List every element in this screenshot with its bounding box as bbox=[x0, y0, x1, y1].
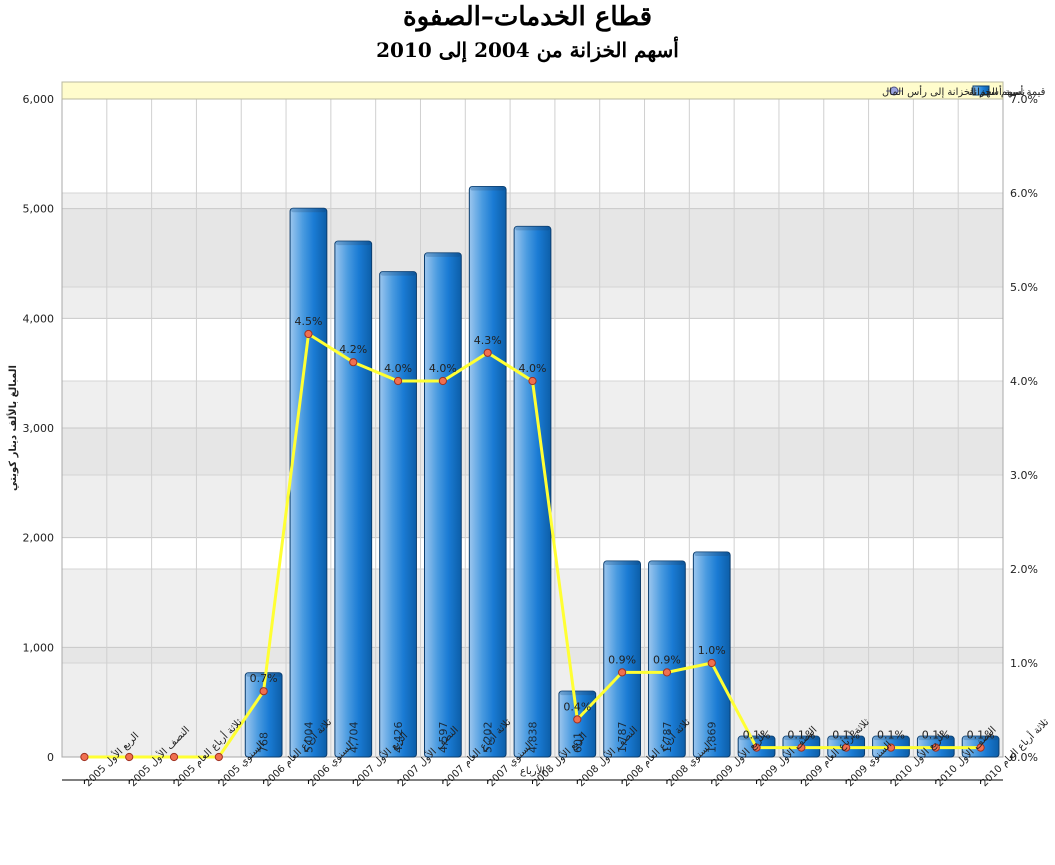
line-point bbox=[573, 715, 582, 724]
bar-value-label: 1,787 bbox=[661, 722, 674, 754]
bar-top bbox=[918, 736, 954, 741]
y-axis-title: المبالغ بالألف دينار كويتي bbox=[6, 365, 19, 491]
line-point bbox=[80, 752, 89, 762]
bar-top bbox=[380, 271, 416, 276]
line-value-label: 0.1% bbox=[922, 729, 950, 742]
y2-tick-label: 2.0% bbox=[1010, 563, 1038, 576]
line-point bbox=[214, 752, 223, 762]
bar-top bbox=[335, 241, 371, 246]
bar bbox=[379, 271, 417, 758]
line-point bbox=[976, 743, 985, 752]
line-point bbox=[483, 348, 492, 357]
bar-top bbox=[515, 226, 550, 231]
y2-tick-label: 6.0% bbox=[1010, 187, 1038, 200]
bar bbox=[513, 225, 552, 758]
bar-value-label: 1,787 bbox=[616, 722, 629, 754]
legend-swatch-bars bbox=[972, 85, 990, 96]
y-tick-label: 0 bbox=[47, 751, 54, 764]
chart-title: قطاع الخدمات–الصفوة bbox=[402, 2, 653, 32]
bar-top bbox=[739, 736, 774, 741]
line-point bbox=[304, 329, 313, 339]
line-point bbox=[886, 743, 896, 752]
line-point bbox=[842, 743, 851, 752]
line-point bbox=[662, 668, 672, 677]
bar-top bbox=[783, 736, 819, 741]
line-point bbox=[707, 658, 716, 668]
y2-tick-label: 4.0% bbox=[1010, 375, 1038, 388]
line-point bbox=[797, 743, 806, 752]
line-point bbox=[931, 743, 940, 752]
y-tick-label: 1,000 bbox=[23, 641, 55, 654]
bar bbox=[334, 240, 373, 758]
legend-label-line: نسبة أسهم الخزانة إلى رأس المال bbox=[882, 85, 1025, 98]
line-value-label: 4.2% bbox=[339, 343, 367, 356]
line-value-label: 0.4% bbox=[563, 700, 591, 713]
x-axis-title: الأرباع bbox=[520, 764, 545, 777]
legend-strip bbox=[61, 81, 1004, 100]
bar-value-label: 5,004 bbox=[302, 722, 315, 754]
line-value-label: 0.1% bbox=[832, 729, 860, 742]
bar-top bbox=[470, 186, 506, 191]
bar-value-label: 4,597 bbox=[437, 722, 450, 754]
line-value-label: 0.1% bbox=[787, 729, 815, 742]
y-tick-label: 4,000 bbox=[23, 312, 55, 325]
bar-top bbox=[873, 736, 909, 741]
bar-top bbox=[425, 252, 461, 257]
line-value-label: 4.0% bbox=[429, 362, 457, 375]
line-value-label: 4.0% bbox=[519, 362, 547, 375]
bar-value-label: 601 bbox=[571, 732, 584, 753]
bar-top bbox=[963, 736, 998, 741]
legend-swatch-marker bbox=[889, 86, 899, 96]
line-value-label: 0.9% bbox=[608, 653, 636, 666]
legend-label-bars: قيمة أسهم الخزانة bbox=[969, 85, 1046, 98]
line-value-label: 0.1% bbox=[967, 729, 995, 742]
line-value-label: 4.5% bbox=[294, 315, 322, 328]
y2-tick-label: 0.0% bbox=[1010, 751, 1038, 764]
bar-value-label: 1,869 bbox=[706, 722, 719, 754]
line-point bbox=[169, 752, 179, 762]
bar-value-label: 4,426 bbox=[392, 722, 405, 754]
bar-top bbox=[291, 208, 326, 213]
line-point bbox=[752, 743, 761, 752]
y2-tick-label: 3.0% bbox=[1010, 469, 1038, 482]
line-point bbox=[259, 687, 268, 696]
line-value-label: 4.3% bbox=[474, 334, 502, 347]
line-value-label: 1.0% bbox=[698, 644, 726, 657]
y-tick-label: 3,000 bbox=[23, 422, 55, 435]
line-value-label: 0.1% bbox=[743, 729, 771, 742]
line-point bbox=[438, 376, 447, 386]
line-value-label: 0.1% bbox=[877, 729, 905, 742]
bar bbox=[289, 207, 328, 758]
bar-value-label: 768 bbox=[258, 732, 271, 753]
bar-top bbox=[559, 691, 595, 696]
y-tick-label: 6,000 bbox=[23, 93, 55, 106]
bar-value-label: 4,838 bbox=[527, 722, 540, 754]
y2-tick-label: 1.0% bbox=[1010, 657, 1038, 670]
line-point bbox=[125, 752, 134, 762]
chart-subtitle: أسهم الخزانة من 2004 إلى 2010 bbox=[376, 38, 679, 62]
line-point bbox=[349, 358, 358, 367]
bar-value-label: 4,704 bbox=[347, 722, 360, 754]
bar-top bbox=[246, 672, 282, 677]
bar bbox=[424, 252, 462, 758]
bar-value-label: 5,202 bbox=[482, 722, 495, 754]
line-point bbox=[393, 376, 403, 386]
bar-top bbox=[604, 561, 640, 566]
line-value-label: 0.7% bbox=[250, 672, 278, 685]
y2-tick-label: 7.0% bbox=[1010, 93, 1038, 106]
line-point bbox=[528, 376, 537, 386]
line-value-label: 4.0% bbox=[384, 362, 412, 375]
y-tick-label: 2,000 bbox=[23, 532, 55, 545]
bar-top bbox=[649, 561, 685, 566]
bar bbox=[468, 186, 507, 758]
bar-top bbox=[828, 736, 864, 741]
y-tick-label: 5,000 bbox=[23, 203, 55, 216]
line-value-label: 0.9% bbox=[653, 653, 681, 666]
bar-top bbox=[694, 552, 730, 557]
y2-tick-label: 5.0% bbox=[1010, 281, 1038, 294]
line-point bbox=[618, 668, 627, 677]
